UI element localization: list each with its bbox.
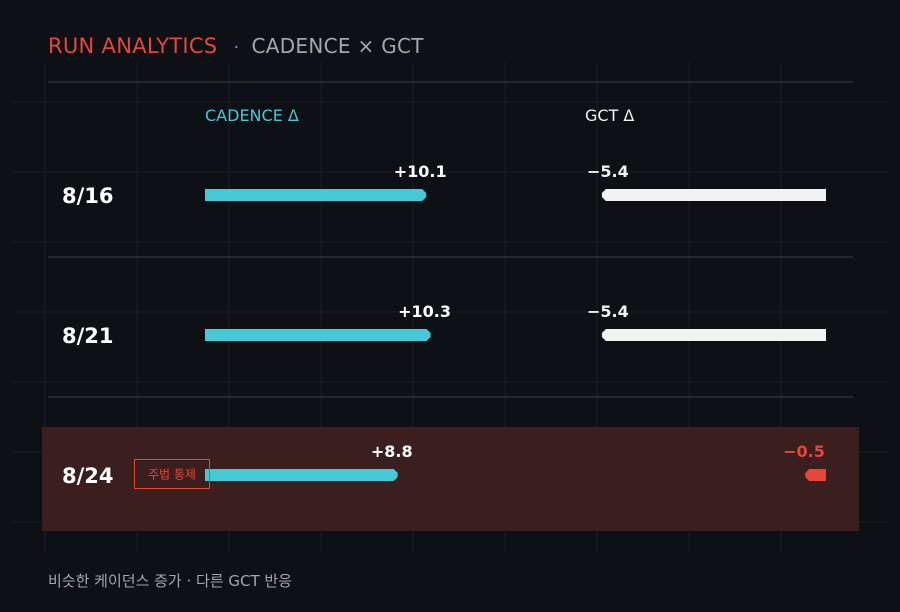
title-separator: · [233,37,240,58]
cadence-value-label: +10.1 [394,162,447,181]
gct-column-header: GCT Δ [585,106,634,125]
chart-subtitle: CADENCE × GCT [251,34,424,58]
row-date-label: 8/21 [62,324,114,348]
chart-title-group: RUN ANALYTICS · CADENCE × GCT [48,34,424,58]
chart-title: RUN ANALYTICS [48,34,218,58]
control-badge [134,459,210,489]
row-date-label: 8/24 [62,464,114,488]
cadence-value-label: +8.8 [371,442,413,461]
gct-bar [601,189,826,201]
gct-bar [805,469,826,481]
control-badge-label: 주법 통제 [148,468,196,482]
gct-value-label: −0.5 [783,442,825,461]
cadence-value-label: +10.3 [398,302,451,321]
row-date-label: 8/16 [62,184,114,208]
cadence-bar [205,329,431,341]
chart-caption: 비슷한 케이던스 증가 · 다른 GCT 반응 [48,572,293,590]
cadence-column-header: CADENCE Δ [205,106,299,125]
gct-value-label: −5.4 [587,302,629,321]
gct-value-label: −5.4 [587,162,629,181]
cadence-bar [205,469,398,481]
gct-bar [601,329,826,341]
cadence-bar [205,189,427,201]
highlight-row-background [42,427,859,531]
